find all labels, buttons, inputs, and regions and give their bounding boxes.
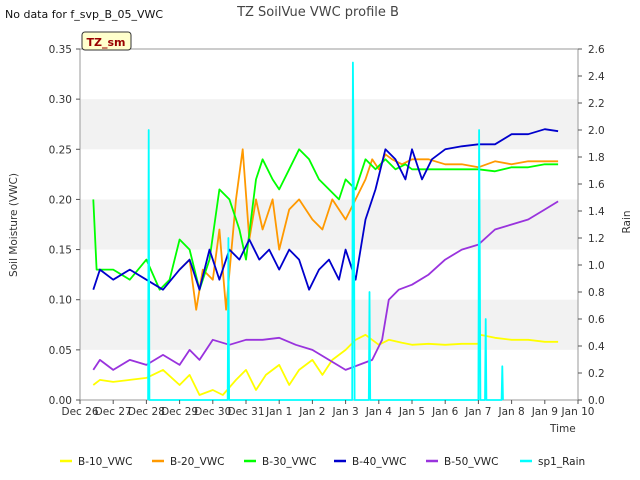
x-tick-label: Jan 6 <box>431 406 459 418</box>
y2-tick-label: 2.4 <box>588 71 605 83</box>
y2-tick-label: 0.2 <box>588 368 605 380</box>
x-tick-label: Dec 30 <box>194 406 231 418</box>
y-tick-label: 0.25 <box>49 144 72 156</box>
x-tick-label: Jan 5 <box>398 406 425 418</box>
legend-label-b-40-vwc: B-40_VWC <box>352 456 407 468</box>
tz-sm-badge: TZ_sm <box>81 31 132 51</box>
series-b-30-vwc <box>92 148 559 291</box>
y-tick-label: 0.30 <box>49 94 72 106</box>
badge-label: TZ_sm <box>87 36 126 49</box>
x-tick-label: Jan 1 <box>265 406 292 418</box>
x-axis-label: Time <box>549 423 576 435</box>
background-bands <box>80 99 578 350</box>
series-b-20-vwc <box>178 148 559 311</box>
x-tick-label: Dec 27 <box>95 406 132 418</box>
band-5 <box>80 99 578 150</box>
y-tick-label: 0.15 <box>49 245 72 257</box>
badge-box <box>81 31 132 51</box>
y2-tick-label: 2.6 <box>588 44 605 56</box>
y2-tick-label: 2.2 <box>588 98 605 110</box>
x-tick-label: Jan 4 <box>365 406 393 418</box>
y2-tick-label: 1.8 <box>588 152 605 164</box>
y2-tick-label: 1.0 <box>588 260 605 272</box>
y2-tick-label: 1.6 <box>588 179 605 191</box>
legend-label-b-30-vwc: B-30_VWC <box>262 456 317 468</box>
x-tick-label: Jan 2 <box>298 406 325 418</box>
x-tick-label: Dec 29 <box>161 406 198 418</box>
y-tick-label: 0.20 <box>49 194 72 206</box>
y2-tick-label: 0.8 <box>588 287 605 299</box>
series-lines <box>92 61 559 401</box>
series-b-40-vwc <box>92 128 559 291</box>
legend-label-b-20-vwc: B-20_VWC <box>170 456 225 468</box>
x-tick-label: Jan 8 <box>497 406 524 418</box>
y-tick-label: 0.35 <box>49 44 72 56</box>
x-tick-label: Jan 7 <box>464 406 491 418</box>
axis-ticks: 0.00 0.05 0.10 0.15 0.20 0.25 0.30 0.35 0.0 0.2 0.… <box>49 44 605 418</box>
y-axis-label: Soil Moisture (VWC) <box>8 173 20 277</box>
y2-tick-label: 0.6 <box>588 314 605 326</box>
y2-tick-label: 0.4 <box>588 341 605 353</box>
legend: B-10_VWC B-20_VWC B-30_VWC B-40_VWC B-50_VWC… <box>60 456 585 468</box>
legend-label-b-10-vwc: B-10_VWC <box>78 456 133 468</box>
x-tick-label: Dec 31 <box>227 406 264 418</box>
legend-label-b-50-vwc: B-50_VWC <box>444 456 499 468</box>
series-b-10-vwc <box>92 333 559 396</box>
x-tick-label: Jan 3 <box>331 406 358 418</box>
series-b-50-vwc <box>92 200 559 371</box>
no-data-note: No data for f_svp_B_05_VWC <box>5 8 163 21</box>
y-tick-label: 0.10 <box>49 295 72 307</box>
y2-tick-label: 1.2 <box>588 233 605 245</box>
x-tick-label: Jan 9 <box>531 406 558 418</box>
y-tick-label: 0.05 <box>49 345 72 357</box>
series-sp1-rain <box>147 61 504 401</box>
chart-title: TZ SoilVue VWC profile B <box>236 5 399 20</box>
x-tick-label: Dec 26 <box>61 406 98 418</box>
y2-axis-label: Rain <box>621 210 633 233</box>
y2-tick-label: 0.0 <box>588 395 605 407</box>
y2-tick-label: 1.4 <box>588 206 605 218</box>
x-tick-label: Jan 10 <box>561 406 595 418</box>
x-tick-label: Dec 28 <box>128 406 165 418</box>
y2-tick-label: 2.0 <box>588 125 605 137</box>
legend-label-sp1-rain: sp1_Rain <box>538 456 585 468</box>
band-1 <box>80 299 578 350</box>
y-tick-label: 0.00 <box>49 395 72 407</box>
